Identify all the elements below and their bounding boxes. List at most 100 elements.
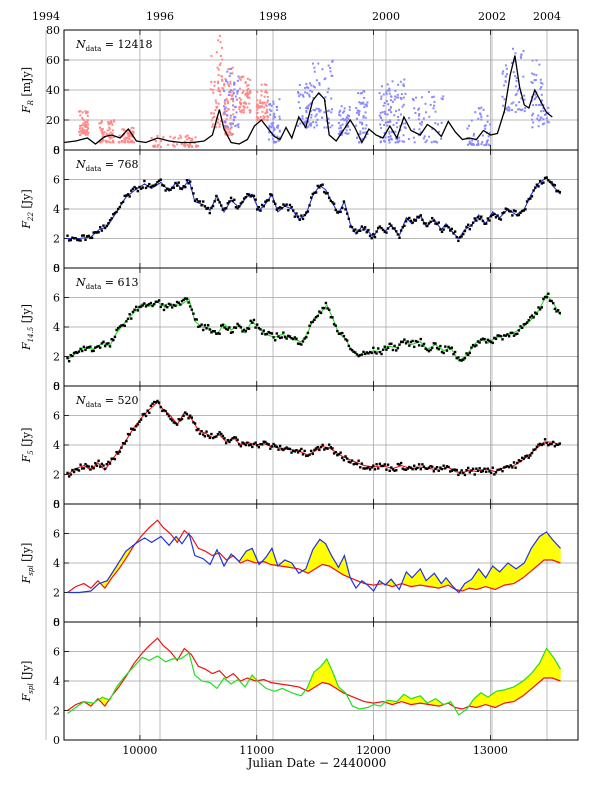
optical-point-blue	[357, 113, 360, 116]
optical-point-blue	[345, 122, 348, 125]
optical-point-blue	[343, 110, 346, 113]
f5-data-point	[72, 470, 76, 474]
optical-point-red	[238, 101, 241, 104]
f5-data-point	[303, 449, 306, 453]
optical-point-red	[219, 90, 222, 93]
optical-point-blue	[414, 96, 417, 99]
f145-data-point	[473, 345, 476, 348]
optical-point-blue	[224, 125, 227, 128]
f22-data-point	[215, 194, 218, 198]
optical-point-red	[260, 101, 263, 104]
f145-data-point	[210, 331, 213, 334]
optical-point-red	[100, 120, 103, 123]
f22-data-point	[481, 219, 485, 223]
optical-point-blue	[441, 98, 444, 101]
optical-point-blue	[315, 107, 318, 110]
optical-point-blue	[362, 101, 365, 104]
f22-data-point	[399, 229, 403, 232]
f22-data-point	[417, 216, 421, 219]
optical-point-blue	[227, 126, 230, 129]
optical-point-red	[127, 132, 130, 135]
year-label-1996: 1996	[146, 10, 174, 23]
y-axis-label: F5 [Jy]	[20, 428, 35, 464]
optical-point-blue	[544, 113, 547, 116]
optical-point-blue	[364, 131, 367, 134]
optical-point-blue	[355, 111, 358, 114]
f145-data-point	[151, 304, 154, 308]
optical-point-blue	[267, 138, 270, 141]
f5-data-point	[192, 421, 195, 424]
optical-point-blue	[396, 137, 399, 140]
optical-point-blue	[466, 143, 469, 146]
optical-point-red	[227, 133, 230, 136]
f22-data-point	[285, 203, 288, 206]
f22-data-point	[331, 200, 334, 204]
f22-data-point	[190, 187, 193, 190]
f145-data-point	[231, 330, 234, 334]
optical-point-blue	[530, 95, 533, 98]
f5-data-point	[305, 454, 308, 458]
optical-point-blue	[390, 111, 393, 114]
f22-data-point	[208, 211, 211, 215]
f145-data-point	[270, 332, 274, 335]
f22-data-point	[125, 194, 128, 197]
optical-point-red	[132, 127, 135, 130]
f22-data-point	[228, 200, 231, 203]
optical-point-red	[238, 97, 241, 100]
f145-data-point	[187, 301, 190, 304]
f5-data-point	[269, 447, 272, 450]
f22-data-point	[336, 211, 339, 214]
f5-data-point	[540, 443, 543, 447]
f5-data-point	[270, 445, 274, 448]
optical-point-red	[257, 116, 260, 119]
optical-point-blue	[356, 136, 359, 139]
f5-data-point	[126, 432, 130, 436]
f22-data-point	[74, 236, 77, 240]
optical-point-blue	[384, 136, 387, 139]
y-tick-label-2: 2	[53, 351, 60, 364]
y-tick-label-0: 0	[53, 380, 60, 393]
optical-point-red	[263, 101, 266, 104]
f22-data-point	[113, 211, 117, 215]
optical-point-red	[172, 141, 175, 144]
f22-data-point	[184, 185, 187, 189]
f145-data-point	[197, 325, 200, 328]
f145-data-point	[538, 308, 542, 311]
f5-data-point	[514, 466, 517, 469]
f145-data-point	[556, 309, 560, 312]
y-tick-label-4: 4	[53, 203, 60, 216]
optical-point-blue	[505, 73, 508, 76]
f145-data-point	[341, 331, 344, 335]
f5-data-point	[529, 454, 532, 457]
optical-point-blue	[418, 128, 421, 131]
f5-data-point	[202, 433, 205, 436]
f145-data-point	[316, 314, 319, 318]
f145-data-point	[545, 296, 548, 299]
f22-data-point	[296, 215, 300, 218]
f5-data-point	[473, 473, 476, 476]
f145-data-point	[285, 337, 288, 340]
f145-data-point	[543, 295, 547, 299]
y-tick-label-8: 8	[53, 616, 60, 629]
f22-data-point	[275, 208, 279, 211]
optical-point-red	[244, 82, 247, 85]
f145-data-point	[244, 330, 247, 333]
f22-data-point	[107, 222, 110, 225]
f145-data-point	[522, 323, 525, 326]
f145-data-point	[478, 341, 481, 344]
optical-point-blue	[507, 106, 510, 109]
optical-point-blue	[396, 93, 399, 96]
f145-data-point	[476, 340, 480, 343]
f145-data-point	[130, 317, 133, 320]
optical-point-blue	[297, 91, 300, 94]
optical-point-blue	[504, 80, 507, 83]
optical-point-red	[173, 145, 176, 148]
f145-data-point	[190, 308, 193, 311]
optical-point-blue	[315, 79, 318, 82]
f5-data-point	[359, 466, 362, 469]
f145-data-point	[296, 342, 300, 345]
f145-data-point	[95, 345, 99, 348]
optical-point-blue	[306, 126, 309, 129]
f22-data-point	[463, 229, 467, 233]
optical-point-red	[108, 126, 111, 129]
